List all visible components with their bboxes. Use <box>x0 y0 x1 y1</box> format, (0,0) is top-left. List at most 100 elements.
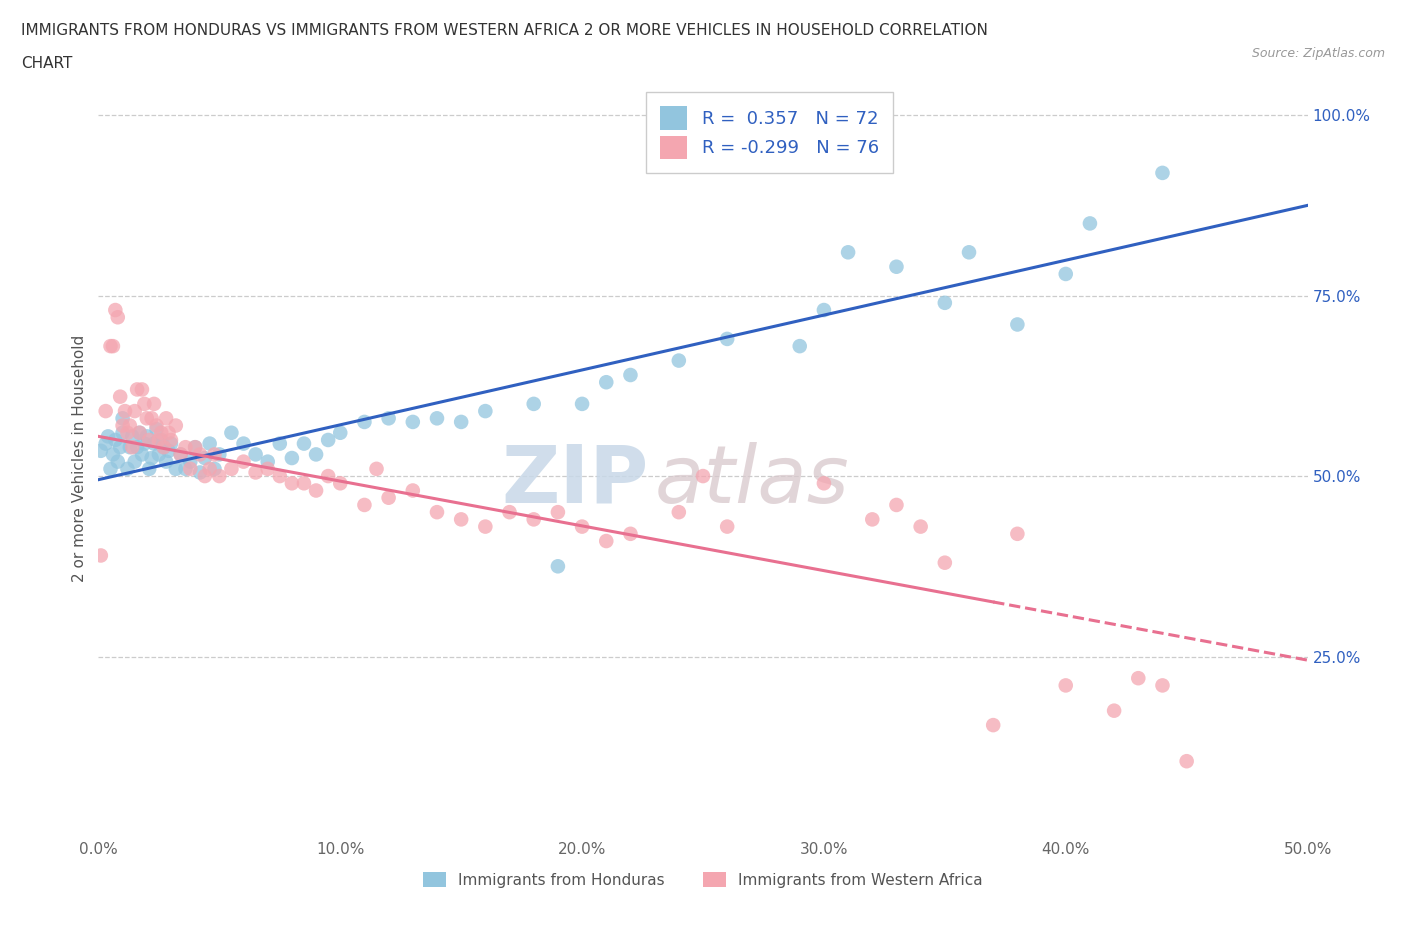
Point <box>692 469 714 484</box>
Point <box>179 461 201 476</box>
Point <box>1007 526 1029 541</box>
Point <box>377 411 399 426</box>
Point <box>157 425 180 440</box>
Point <box>94 404 117 418</box>
Point <box>184 440 207 455</box>
Point <box>523 396 546 411</box>
Point <box>198 436 221 451</box>
Point <box>547 505 569 520</box>
Point <box>111 411 134 426</box>
Point <box>160 432 183 447</box>
Point <box>134 396 156 411</box>
Point <box>127 440 149 455</box>
Text: IMMIGRANTS FROM HONDURAS VS IMMIGRANTS FROM WESTERN AFRICA 2 OR MORE VEHICLES IN: IMMIGRANTS FROM HONDURAS VS IMMIGRANTS F… <box>21 23 988 38</box>
Point <box>256 454 278 469</box>
Point <box>474 404 496 418</box>
Point <box>450 415 472 430</box>
Point <box>94 436 117 451</box>
Y-axis label: 2 or more Vehicles in Household: 2 or more Vehicles in Household <box>72 335 87 581</box>
Point <box>292 476 315 491</box>
Point <box>128 425 150 440</box>
Point <box>619 367 641 382</box>
Point <box>957 245 980 259</box>
Point <box>127 382 149 397</box>
Point <box>981 718 1004 733</box>
Point <box>523 512 546 526</box>
Point <box>547 559 569 574</box>
Point <box>108 440 131 455</box>
Point <box>150 432 173 447</box>
Point <box>101 447 124 462</box>
Point <box>152 440 174 455</box>
Point <box>100 339 122 353</box>
Point <box>571 519 593 534</box>
Point <box>107 454 129 469</box>
Point <box>118 440 141 455</box>
Point <box>184 440 207 455</box>
Point <box>316 469 339 484</box>
Point <box>232 454 254 469</box>
Point <box>426 505 449 520</box>
Point <box>143 396 166 411</box>
Point <box>269 436 291 451</box>
Point <box>148 432 170 447</box>
Point <box>145 418 167 433</box>
Point <box>305 447 328 462</box>
Point <box>141 411 163 426</box>
Point <box>426 411 449 426</box>
Point <box>114 404 136 418</box>
Point <box>1152 678 1174 693</box>
Point <box>789 339 811 353</box>
Point <box>813 302 835 317</box>
Point <box>179 454 201 469</box>
Point <box>121 429 143 444</box>
Point <box>108 390 131 405</box>
Point <box>157 444 180 458</box>
Point <box>111 425 134 440</box>
Point <box>305 483 328 498</box>
Point <box>165 461 187 476</box>
Point <box>128 425 150 440</box>
Point <box>145 421 167 436</box>
Point <box>1175 753 1198 768</box>
Legend: Immigrants from Honduras, Immigrants from Western Africa: Immigrants from Honduras, Immigrants fro… <box>418 866 988 894</box>
Point <box>402 415 425 430</box>
Point <box>221 425 243 440</box>
Point <box>221 461 243 476</box>
Point <box>97 429 120 444</box>
Point <box>668 505 690 520</box>
Point <box>204 461 226 476</box>
Point <box>232 436 254 451</box>
Point <box>353 415 375 430</box>
Point <box>107 310 129 325</box>
Point <box>194 451 217 466</box>
Point <box>619 526 641 541</box>
Point <box>118 418 141 433</box>
Point <box>1054 678 1077 693</box>
Point <box>934 296 956 311</box>
Point <box>498 505 520 520</box>
Point <box>208 469 231 484</box>
Point <box>1054 267 1077 282</box>
Point <box>194 469 217 484</box>
Point <box>716 519 738 534</box>
Point <box>148 447 170 462</box>
Point <box>886 259 908 274</box>
Point <box>169 447 191 462</box>
Point <box>474 519 496 534</box>
Point <box>353 498 375 512</box>
Point <box>188 447 211 462</box>
Point <box>377 490 399 505</box>
Point <box>174 440 197 455</box>
Point <box>204 447 226 462</box>
Point <box>165 418 187 433</box>
Point <box>281 476 304 491</box>
Point <box>329 476 352 491</box>
Point <box>117 461 139 476</box>
Point <box>135 429 157 444</box>
Text: ZIP: ZIP <box>502 442 648 520</box>
Point <box>329 425 352 440</box>
Point <box>208 447 231 462</box>
Point <box>595 375 617 390</box>
Text: Source: ZipAtlas.com: Source: ZipAtlas.com <box>1251 46 1385 60</box>
